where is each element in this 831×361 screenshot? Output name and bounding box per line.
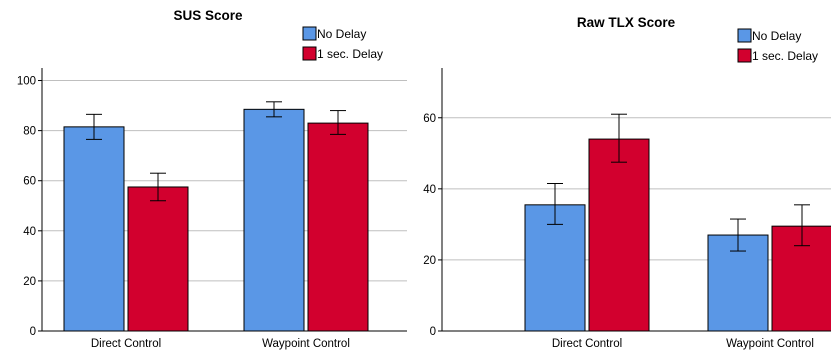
bar-direct-control-1-sec-delay — [589, 139, 649, 331]
legend-swatch-no-delay — [738, 29, 751, 42]
x-tick-label: Direct Control — [552, 338, 622, 350]
legend-swatch-1-sec-delay — [303, 47, 316, 60]
y-tick-label: 0 — [430, 326, 436, 338]
legend-label-no-delay: No Delay — [752, 29, 801, 43]
bar-waypoint-control-no-delay — [244, 109, 304, 331]
chart-sus-score: SUS Score 0 20 40 60 80 100 Direct Control Waypo… — [17, 8, 407, 350]
y-tick-label: 60 — [23, 176, 36, 188]
legend: No Delay 1 sec. Delay — [738, 29, 818, 63]
y-tick-label: 20 — [423, 255, 436, 267]
legend-swatch-1-sec-delay — [738, 49, 751, 62]
chart-title: SUS Score — [173, 8, 243, 23]
chart-title: Raw TLX Score — [577, 15, 676, 30]
y-tick-label: 40 — [423, 184, 436, 196]
bar-waypoint-control-1-sec-delay — [308, 123, 368, 331]
x-tick-label: Waypoint Control — [726, 338, 814, 350]
x-tick-label: Direct Control — [91, 338, 161, 350]
legend-label-1-sec-delay: 1 sec. Delay — [752, 49, 818, 63]
legend: No Delay 1 sec. Delay — [303, 27, 383, 61]
y-tick-label: 20 — [23, 276, 36, 288]
legend-label-no-delay: No Delay — [317, 27, 366, 41]
chart-raw-tlx-score: Raw TLX Score 0 20 40 60 Direct Control Waypoi… — [423, 15, 831, 350]
y-tick-label: 80 — [23, 126, 36, 138]
bar-direct-control-no-delay — [64, 127, 124, 331]
y-tick-label: 60 — [423, 113, 436, 125]
legend-label-1-sec-delay: 1 sec. Delay — [317, 47, 383, 61]
y-tick-label: 40 — [23, 226, 36, 238]
legend-swatch-no-delay — [303, 27, 316, 40]
y-tick-label: 100 — [17, 76, 36, 88]
x-tick-label: Waypoint Control — [262, 338, 350, 350]
bar-direct-control-1-sec-delay — [128, 187, 188, 331]
y-tick-label: 0 — [30, 326, 36, 338]
